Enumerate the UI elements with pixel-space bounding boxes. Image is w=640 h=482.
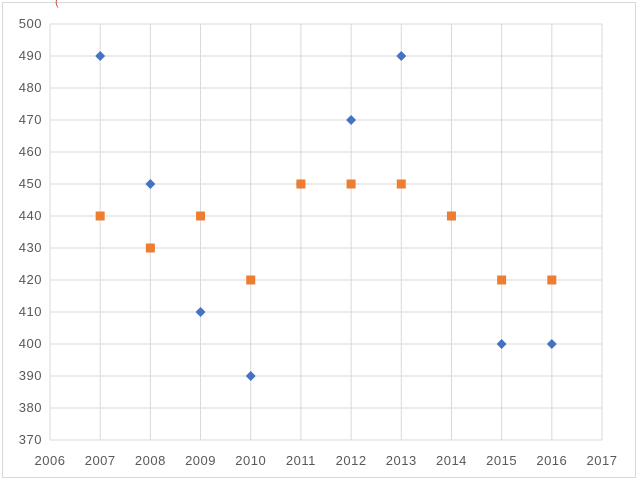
series-1-square-marker-6 <box>396 179 406 189</box>
grid-lines <box>49 23 603 441</box>
data-markers <box>95 51 557 381</box>
series-1-square-marker-2 <box>196 211 206 221</box>
x-tick-label-2011: 2011 <box>286 453 316 468</box>
x-tick-label-2017: 2017 <box>587 453 618 468</box>
series-0-diamond-marker-2 <box>195 307 206 317</box>
y-tick-label-460: 460 <box>19 144 42 159</box>
series-0-diamond-marker-8 <box>496 339 507 349</box>
x-tick-label-2016: 2016 <box>536 453 567 468</box>
x-tick-label-2006: 2006 <box>35 453 66 468</box>
series-1-square-marker-0 <box>95 211 105 221</box>
series-1-square-marker-5 <box>346 179 356 189</box>
series-0-diamond-marker-9 <box>546 339 557 349</box>
series-1-square-marker-7 <box>446 211 456 221</box>
series-1-square-marker-4 <box>296 179 306 189</box>
y-tick-label-410: 410 <box>19 304 42 319</box>
y-tick-label-420: 420 <box>19 272 42 287</box>
y-tick-label-380: 380 <box>19 400 42 415</box>
x-tick-label-2014: 2014 <box>436 453 467 468</box>
y-tick-label-490: 490 <box>19 48 42 63</box>
x-tick-label-2013: 2013 <box>386 453 417 468</box>
series-0-diamond-marker-5 <box>346 115 357 125</box>
x-tick-label-2015: 2015 <box>486 453 517 468</box>
corner-mark-icon: ( <box>55 0 59 8</box>
series-0-diamond-marker-3 <box>245 371 256 381</box>
y-tick-label-430: 430 <box>19 240 42 255</box>
y-tick-label-450: 450 <box>19 176 42 191</box>
y-tick-label-470: 470 <box>19 112 42 127</box>
y-axis-ticks: 370 380 390 400 410 420 430 440 450 460 470 480 490 5… <box>19 16 42 447</box>
series-0-diamond-marker-0 <box>95 51 106 61</box>
y-tick-label-390: 390 <box>19 368 42 383</box>
y-tick-label-400: 400 <box>19 336 42 351</box>
x-axis-ticks: 2006 2007 2008 2009 2010 2011 2012 2013 2014 2015… <box>35 453 618 468</box>
series-0-diamond-marker-1 <box>145 179 156 189</box>
x-tick-label-2008: 2008 <box>135 453 166 468</box>
y-tick-label-370: 370 <box>19 432 42 447</box>
x-tick-label-2010: 2010 <box>235 453 266 468</box>
series-0-diamond-marker-6 <box>396 51 407 61</box>
series-1-square-marker-3 <box>246 275 256 285</box>
y-tick-label-480: 480 <box>19 80 42 95</box>
x-tick-label-2007: 2007 <box>85 453 116 468</box>
x-tick-label-2012: 2012 <box>336 453 367 468</box>
x-tick-label-2009: 2009 <box>185 453 216 468</box>
y-tick-label-440: 440 <box>19 208 42 223</box>
series-1-square-marker-9 <box>547 275 557 285</box>
series-1-square-marker-8 <box>497 275 507 285</box>
series-1-square-marker-1 <box>145 243 155 253</box>
y-tick-label-500: 500 <box>19 16 42 31</box>
